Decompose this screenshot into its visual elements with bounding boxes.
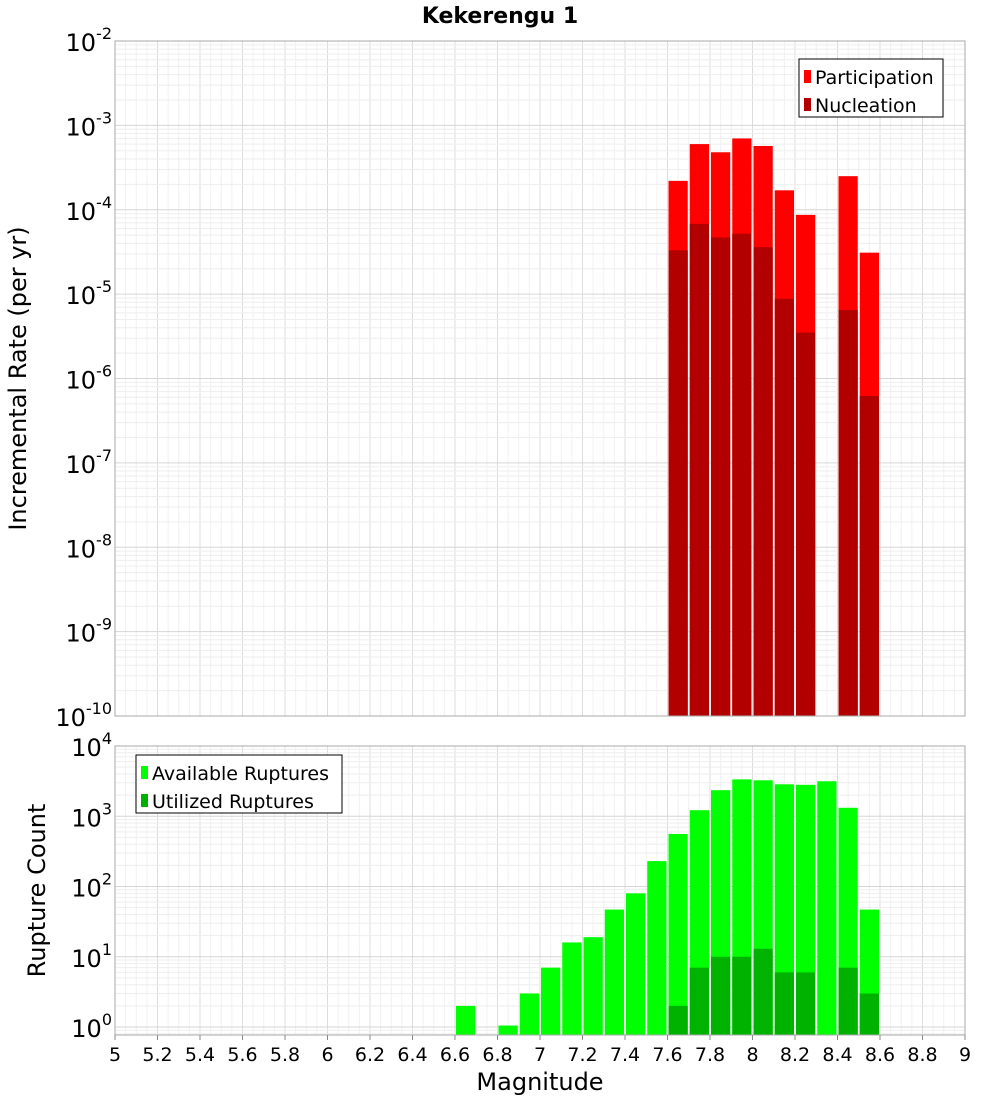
bar-available-ruptures — [817, 781, 837, 1035]
x-tick-label: 8.2 — [780, 1044, 810, 1066]
y-tick-label: 10-9 — [66, 615, 113, 648]
x-tick-label: 6.8 — [482, 1044, 512, 1066]
y-tick-label: 103 — [71, 799, 112, 832]
x-tick-label: 6.4 — [397, 1044, 427, 1066]
legend-swatch — [804, 98, 811, 111]
y-tick-label: 10-4 — [66, 193, 113, 226]
chart-title: Kekerengu 1 — [422, 4, 578, 29]
bar-available-ruptures — [519, 993, 539, 1035]
bar-available-ruptures — [668, 833, 688, 1035]
x-tick-label: 5.6 — [227, 1044, 257, 1066]
rate-panel: 10-2 10-3 10-4 10-5 10-6 10-7 10-8 10-9 10-10 In… — [4, 24, 966, 732]
y-tick-label: 10-2 — [66, 24, 113, 57]
y-tick-label: 101 — [71, 940, 112, 973]
overlay-bar-nucleation — [774, 298, 794, 716]
y-tick-label: 10-8 — [66, 530, 113, 563]
x-tick-label: 7.6 — [652, 1044, 682, 1066]
bar-available-ruptures — [774, 784, 794, 1035]
bar-available-ruptures — [456, 1005, 476, 1035]
overlay-bar-nucleation — [796, 332, 816, 716]
count-bars — [456, 779, 879, 1035]
legend-label: Participation — [815, 67, 934, 89]
bar-available-ruptures — [626, 893, 646, 1035]
overlay-bar-utilized-ruptures — [859, 993, 879, 1035]
bar-available-ruptures — [541, 967, 561, 1035]
overlay-bar-utilized-ruptures — [732, 956, 752, 1035]
overlay-bar-nucleation — [753, 247, 773, 716]
x-tick-label: 7.2 — [567, 1044, 597, 1066]
count-legend: Available Ruptures Utilized Ruptures — [135, 754, 343, 814]
x-tick-label: 5.4 — [185, 1044, 215, 1066]
x-tick-label: 6.6 — [440, 1044, 470, 1066]
y-tick-label: 10-5 — [66, 277, 113, 310]
overlay-bar-utilized-ruptures — [774, 972, 794, 1035]
count-y-ticks: 104 103 102 101 100 — [71, 729, 112, 1043]
y-tick-label: 100 — [71, 1010, 112, 1043]
overlay-bar-utilized-ruptures — [711, 956, 731, 1035]
x-tick-label: 9 — [959, 1044, 971, 1066]
y-tick-label: 104 — [71, 729, 112, 762]
rate-plot-frame — [114, 40, 966, 717]
overlay-bar-utilized-ruptures — [689, 967, 709, 1035]
bar-available-ruptures — [647, 861, 667, 1035]
magnitude-x-axis-label: Magnitude — [476, 1068, 603, 1096]
x-tick-label: 8.4 — [822, 1044, 852, 1066]
overlay-bar-utilized-ruptures — [796, 972, 816, 1035]
bar-available-ruptures — [498, 1025, 518, 1035]
count-y-axis-label: Rupture Count — [23, 804, 51, 978]
overlay-bar-nucleation — [711, 237, 731, 716]
x-tick-label: 7 — [534, 1044, 546, 1066]
overlay-bar-nucleation — [732, 233, 752, 716]
legend-box — [135, 754, 343, 814]
x-tick-label: 7.4 — [610, 1044, 640, 1066]
x-tick-label: 6 — [321, 1044, 333, 1066]
x-tick-label: 8 — [746, 1044, 758, 1066]
bar-available-ruptures — [604, 909, 624, 1035]
overlay-bar-nucleation — [859, 396, 879, 716]
rate-grid — [114, 40, 966, 717]
overlay-bar-nucleation — [838, 309, 858, 716]
y-tick-label: 10-3 — [66, 108, 113, 141]
bar-available-ruptures — [583, 937, 603, 1035]
x-tick-label: 5.8 — [270, 1044, 300, 1066]
y-tick-label: 10-10 — [55, 699, 112, 732]
x-tick-label: 6.2 — [355, 1044, 385, 1066]
legend-label: Nucleation — [815, 95, 917, 117]
legend-swatch — [141, 766, 148, 779]
overlay-bar-utilized-ruptures — [753, 948, 773, 1035]
legend-swatch — [804, 70, 811, 83]
legend-swatch — [141, 794, 148, 807]
rate-y-axis-label: Incremental Rate (per yr) — [4, 226, 32, 530]
x-tick-label: 7.8 — [695, 1044, 725, 1066]
rate-bars — [668, 138, 879, 717]
y-tick-label: 10-6 — [66, 362, 113, 395]
overlay-bar-utilized-ruptures — [668, 1005, 688, 1035]
overlay-bar-nucleation — [689, 223, 709, 716]
overlay-bar-utilized-ruptures — [838, 967, 858, 1035]
x-tick-label: 5.2 — [142, 1044, 172, 1066]
count-panel: 104 103 102 101 100 5 5.2 5.4 5.6 5.8 6 6.2 6.4 6.6 6… — [23, 729, 971, 1096]
bar-available-ruptures — [562, 942, 582, 1035]
overlay-bar-nucleation — [668, 250, 688, 717]
x-tick-label: 5 — [109, 1044, 121, 1066]
legend-box — [798, 58, 944, 118]
y-tick-label: 102 — [71, 870, 112, 903]
x-tick-label: 8.8 — [907, 1044, 937, 1066]
rate-y-ticks: 10-2 10-3 10-4 10-5 10-6 10-7 10-8 10-9 10-10 — [55, 24, 112, 732]
legend-label: Utilized Ruptures — [152, 791, 314, 813]
magnitude-x-ticks: 5 5.2 5.4 5.6 5.8 6 6.2 6.4 6.6 6.8 7 7.2 7.4 7.6 7.8 8… — [109, 1035, 971, 1066]
legend-label: Available Ruptures — [152, 763, 329, 785]
y-tick-label: 10-7 — [66, 446, 113, 479]
x-tick-label: 8.6 — [865, 1044, 895, 1066]
rate-legend: Participation Nucleation — [798, 58, 944, 118]
